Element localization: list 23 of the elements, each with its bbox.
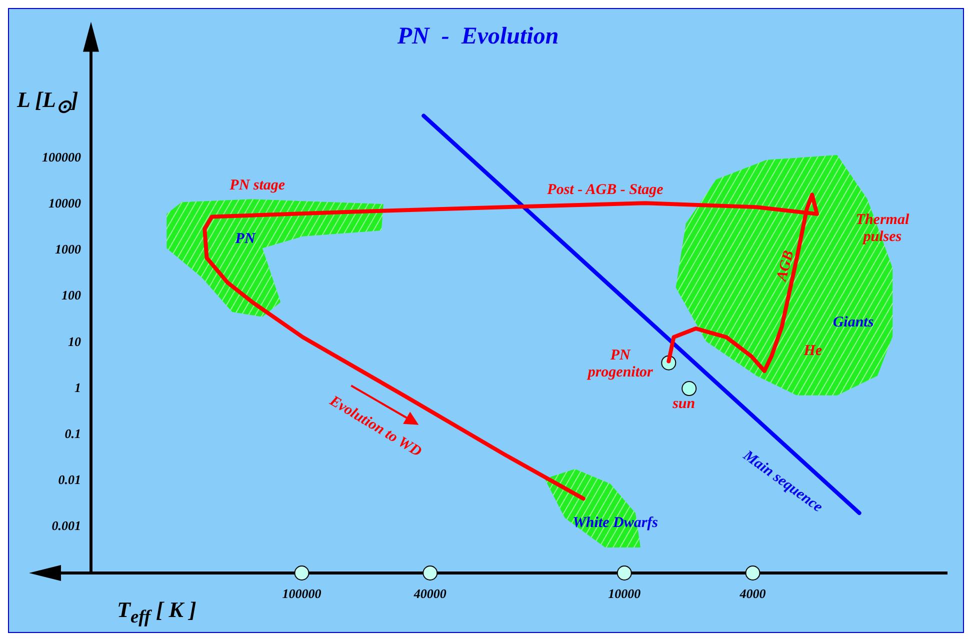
annotation: He <box>802 343 822 360</box>
chart-title: PN - Evolution <box>396 24 559 50</box>
y-axis-title: L [L$_{⊙}$] <box>17 87 78 118</box>
annotation: AGB <box>774 248 798 284</box>
annotation: PN progenitor <box>586 347 654 380</box>
annotation: PN stage <box>230 177 286 194</box>
y-tick-label: 1000 <box>55 242 82 257</box>
y-tick-label: 0.01 <box>58 472 81 488</box>
annotation: PN <box>235 231 256 248</box>
y-tick-label: 0.001 <box>52 518 81 534</box>
y-tick-label: 10 <box>68 334 82 349</box>
x-tick-label: 40000 <box>412 586 447 602</box>
y-tick-label: 1 <box>74 380 81 395</box>
annotation: Post - AGB - Stage <box>547 182 664 198</box>
y-tick-label: 0.1 <box>64 426 81 441</box>
y-tick-label: 100000 <box>42 149 82 164</box>
x-tick-label: 100000 <box>282 586 322 602</box>
y-tick-label: 10000 <box>48 195 82 210</box>
x-axis-title: T$_{eff}$ [ K ] <box>117 597 196 628</box>
x-tick-label: 4000 <box>738 586 766 602</box>
y-tick-label: 100 <box>62 288 82 303</box>
annotation: sun <box>672 396 696 412</box>
x-tick-label: 10000 <box>608 586 642 602</box>
